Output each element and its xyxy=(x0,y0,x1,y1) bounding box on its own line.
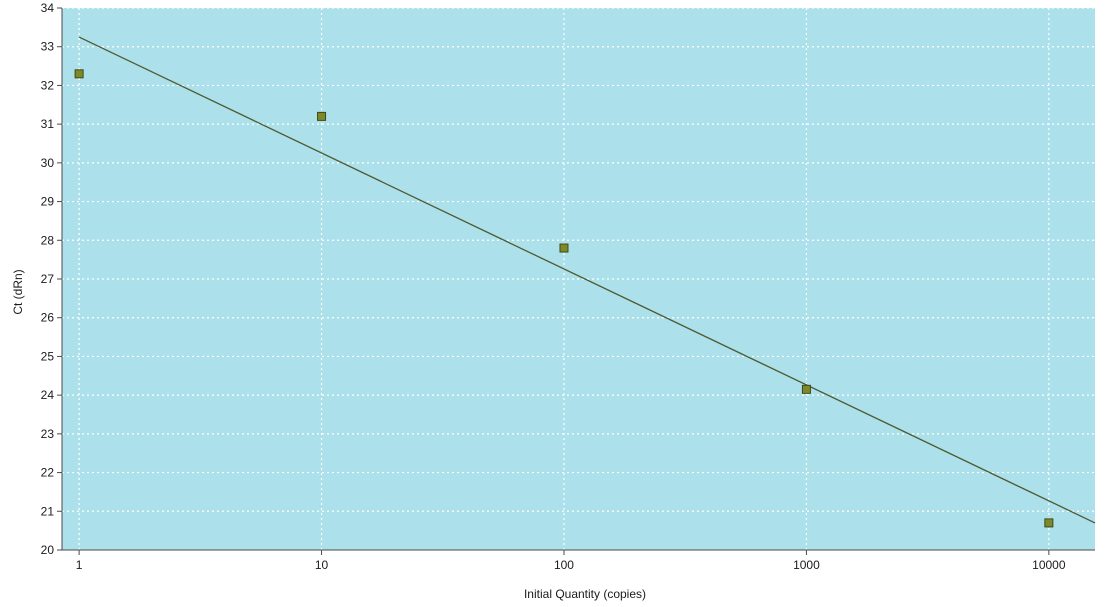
x-tick-label: 100 xyxy=(554,558,574,572)
y-tick-label: 27 xyxy=(41,272,55,286)
y-tick-label: 28 xyxy=(41,233,55,247)
data-point-marker xyxy=(1044,518,1054,528)
y-tick-label: 25 xyxy=(41,349,55,363)
y-tick-label: 29 xyxy=(41,195,55,209)
grid-lines xyxy=(62,7,1095,550)
x-tick-labels: 1 10 100 1000 10000 xyxy=(76,550,1066,572)
x-tick-label: 10 xyxy=(315,558,329,572)
data-point-marker xyxy=(559,243,569,253)
data-points xyxy=(74,69,1054,528)
y-tick-labels: 20 21 22 23 24 25 26 27 28 29 30 31 32 33 34 xyxy=(41,1,62,557)
x-tick-label: 10000 xyxy=(1032,558,1066,572)
y-tick-label: 33 xyxy=(41,40,55,54)
y-axis-title: Ct (dRn) xyxy=(11,269,25,314)
y-tick-label: 30 xyxy=(41,156,55,170)
y-tick-label: 21 xyxy=(41,504,55,518)
x-tick-label: 1 xyxy=(76,558,83,572)
y-tick-label: 20 xyxy=(41,543,55,557)
y-tick-label: 26 xyxy=(41,311,55,325)
y-tick-label: 32 xyxy=(41,78,55,92)
x-tick-label: 1000 xyxy=(793,558,820,572)
y-tick-label: 24 xyxy=(41,388,55,402)
y-tick-label: 22 xyxy=(41,466,55,480)
data-point-marker xyxy=(801,384,811,394)
y-tick-label: 34 xyxy=(41,1,55,15)
y-tick-label: 31 xyxy=(41,117,55,131)
x-axis-title: Initial Quantity (copies) xyxy=(524,587,646,601)
data-point-marker xyxy=(74,69,84,79)
y-tick-label: 23 xyxy=(41,427,55,441)
data-point-marker xyxy=(317,111,327,121)
regression-line xyxy=(78,36,1096,524)
fit-line-group xyxy=(78,36,1096,524)
